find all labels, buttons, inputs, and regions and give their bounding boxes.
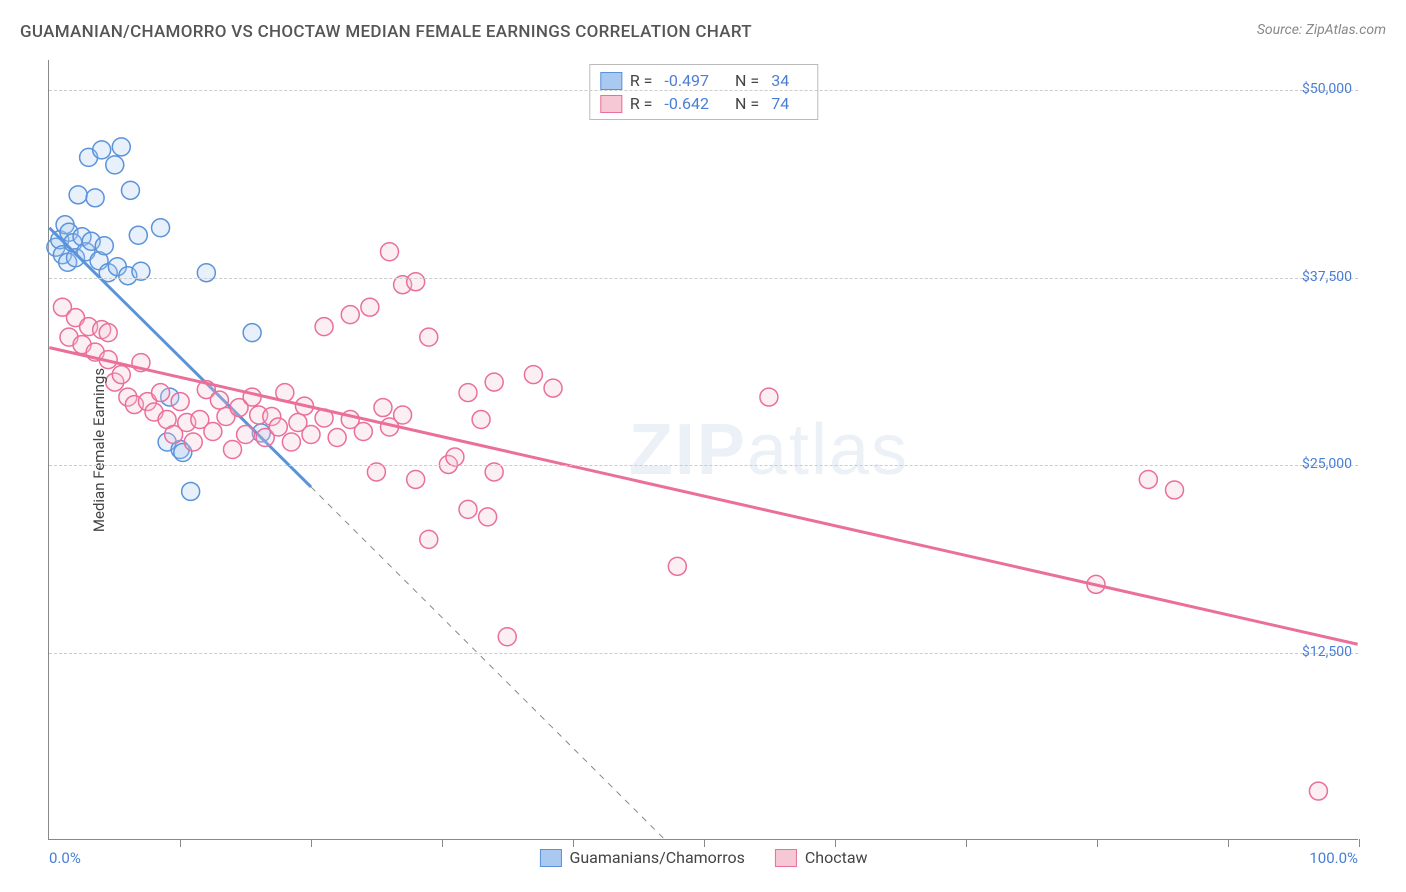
x-tick — [180, 839, 181, 847]
scatter-point — [1309, 782, 1327, 800]
scatter-point — [420, 530, 438, 548]
scatter-point — [479, 508, 497, 526]
x-tick — [573, 839, 574, 847]
scatter-point — [394, 406, 412, 424]
trend-line — [49, 348, 1357, 645]
series-legend-item: Guamanians/Chamorros — [539, 848, 744, 867]
x-tick — [704, 839, 705, 847]
scatter-point — [1139, 470, 1157, 488]
scatter-point — [302, 426, 320, 444]
y-axis-title: Median Female Earnings — [90, 367, 108, 531]
scatter-point — [86, 189, 104, 207]
scatter-point — [112, 366, 130, 384]
legend-n-label: N = — [735, 94, 759, 113]
scatter-svg — [49, 60, 1358, 839]
legend-r-label: R = — [630, 71, 653, 90]
scatter-point — [69, 186, 87, 204]
scatter-point — [224, 441, 242, 459]
x-axis-max-label: 100.0% — [1309, 849, 1358, 867]
x-tick — [835, 839, 836, 847]
scatter-point — [544, 379, 562, 397]
y-tick-label: $50,000 — [1302, 81, 1352, 97]
scatter-point — [354, 423, 372, 441]
scatter-point — [407, 470, 425, 488]
x-tick — [1359, 839, 1360, 847]
scatter-point — [182, 482, 200, 500]
legend-r-label: R = — [630, 94, 653, 113]
scatter-point — [361, 298, 379, 316]
y-tick-label: $37,500 — [1302, 269, 1352, 285]
legend-row: R = -0.642 N = 74 — [600, 92, 807, 115]
scatter-point — [95, 237, 113, 255]
scatter-point — [315, 318, 333, 336]
scatter-point — [171, 393, 189, 411]
scatter-point — [99, 324, 117, 342]
legend-row: R = -0.497 N = 34 — [600, 69, 807, 92]
legend-swatch — [775, 849, 797, 867]
gridline — [49, 90, 1358, 91]
scatter-point — [760, 388, 778, 406]
trend-line-extrapolated — [311, 487, 664, 839]
scatter-point — [498, 628, 516, 646]
legend-n-label: N = — [735, 71, 759, 90]
scatter-point — [407, 273, 425, 291]
scatter-point — [524, 366, 542, 384]
scatter-point — [184, 433, 202, 451]
scatter-point — [1166, 481, 1184, 499]
legend-r-value: -0.497 — [664, 71, 709, 90]
scatter-point — [129, 226, 147, 244]
x-tick — [311, 839, 312, 847]
legend-r-value: -0.642 — [664, 94, 709, 113]
legend-swatch — [600, 72, 622, 90]
series-legend-item: Choctaw — [775, 848, 868, 867]
scatter-point — [282, 433, 300, 451]
scatter-point — [112, 138, 130, 156]
x-tick — [1097, 839, 1098, 847]
source-attribution: Source: ZipAtlas.com — [1257, 22, 1386, 38]
scatter-point — [243, 324, 261, 342]
gridline — [49, 653, 1358, 654]
x-axis-min-label: 0.0% — [49, 849, 81, 867]
scatter-point — [472, 411, 490, 429]
series-legend-label: Guamanians/Chamorros — [569, 848, 744, 867]
series-legend: Guamanians/Chamorros Choctaw — [539, 848, 867, 867]
x-tick — [1228, 839, 1229, 847]
scatter-point — [269, 418, 287, 436]
x-tick — [442, 839, 443, 847]
scatter-point — [459, 500, 477, 518]
scatter-point — [93, 141, 111, 159]
scatter-point — [152, 219, 170, 237]
correlation-legend: R = -0.497 N = 34 R = -0.642 N = 74 — [589, 64, 818, 120]
scatter-point — [668, 557, 686, 575]
legend-swatch — [539, 849, 561, 867]
chart-plot-area: ZIPatlas Median Female Earnings 0.0% 100… — [48, 60, 1358, 840]
legend-n-value: 34 — [771, 71, 789, 90]
y-tick-label: $25,000 — [1302, 456, 1352, 472]
scatter-point — [210, 391, 228, 409]
scatter-point — [420, 328, 438, 346]
series-legend-label: Choctaw — [805, 848, 868, 867]
y-tick-label: $12,500 — [1302, 644, 1352, 660]
x-tick — [966, 839, 967, 847]
gridline — [49, 278, 1358, 279]
scatter-point — [446, 448, 464, 466]
scatter-point — [204, 423, 222, 441]
scatter-point — [106, 156, 124, 174]
legend-n-value: 74 — [771, 94, 789, 113]
scatter-point — [459, 384, 477, 402]
scatter-point — [121, 181, 139, 199]
scatter-point — [485, 373, 503, 391]
scatter-point — [197, 264, 215, 282]
chart-title: GUAMANIAN/CHAMORRO VS CHOCTAW MEDIAN FEM… — [20, 22, 752, 42]
scatter-point — [341, 306, 359, 324]
scatter-point — [374, 399, 392, 417]
scatter-point — [152, 384, 170, 402]
legend-swatch — [600, 95, 622, 113]
scatter-point — [328, 429, 346, 447]
gridline — [49, 465, 1358, 466]
scatter-point — [237, 426, 255, 444]
scatter-point — [381, 243, 399, 261]
